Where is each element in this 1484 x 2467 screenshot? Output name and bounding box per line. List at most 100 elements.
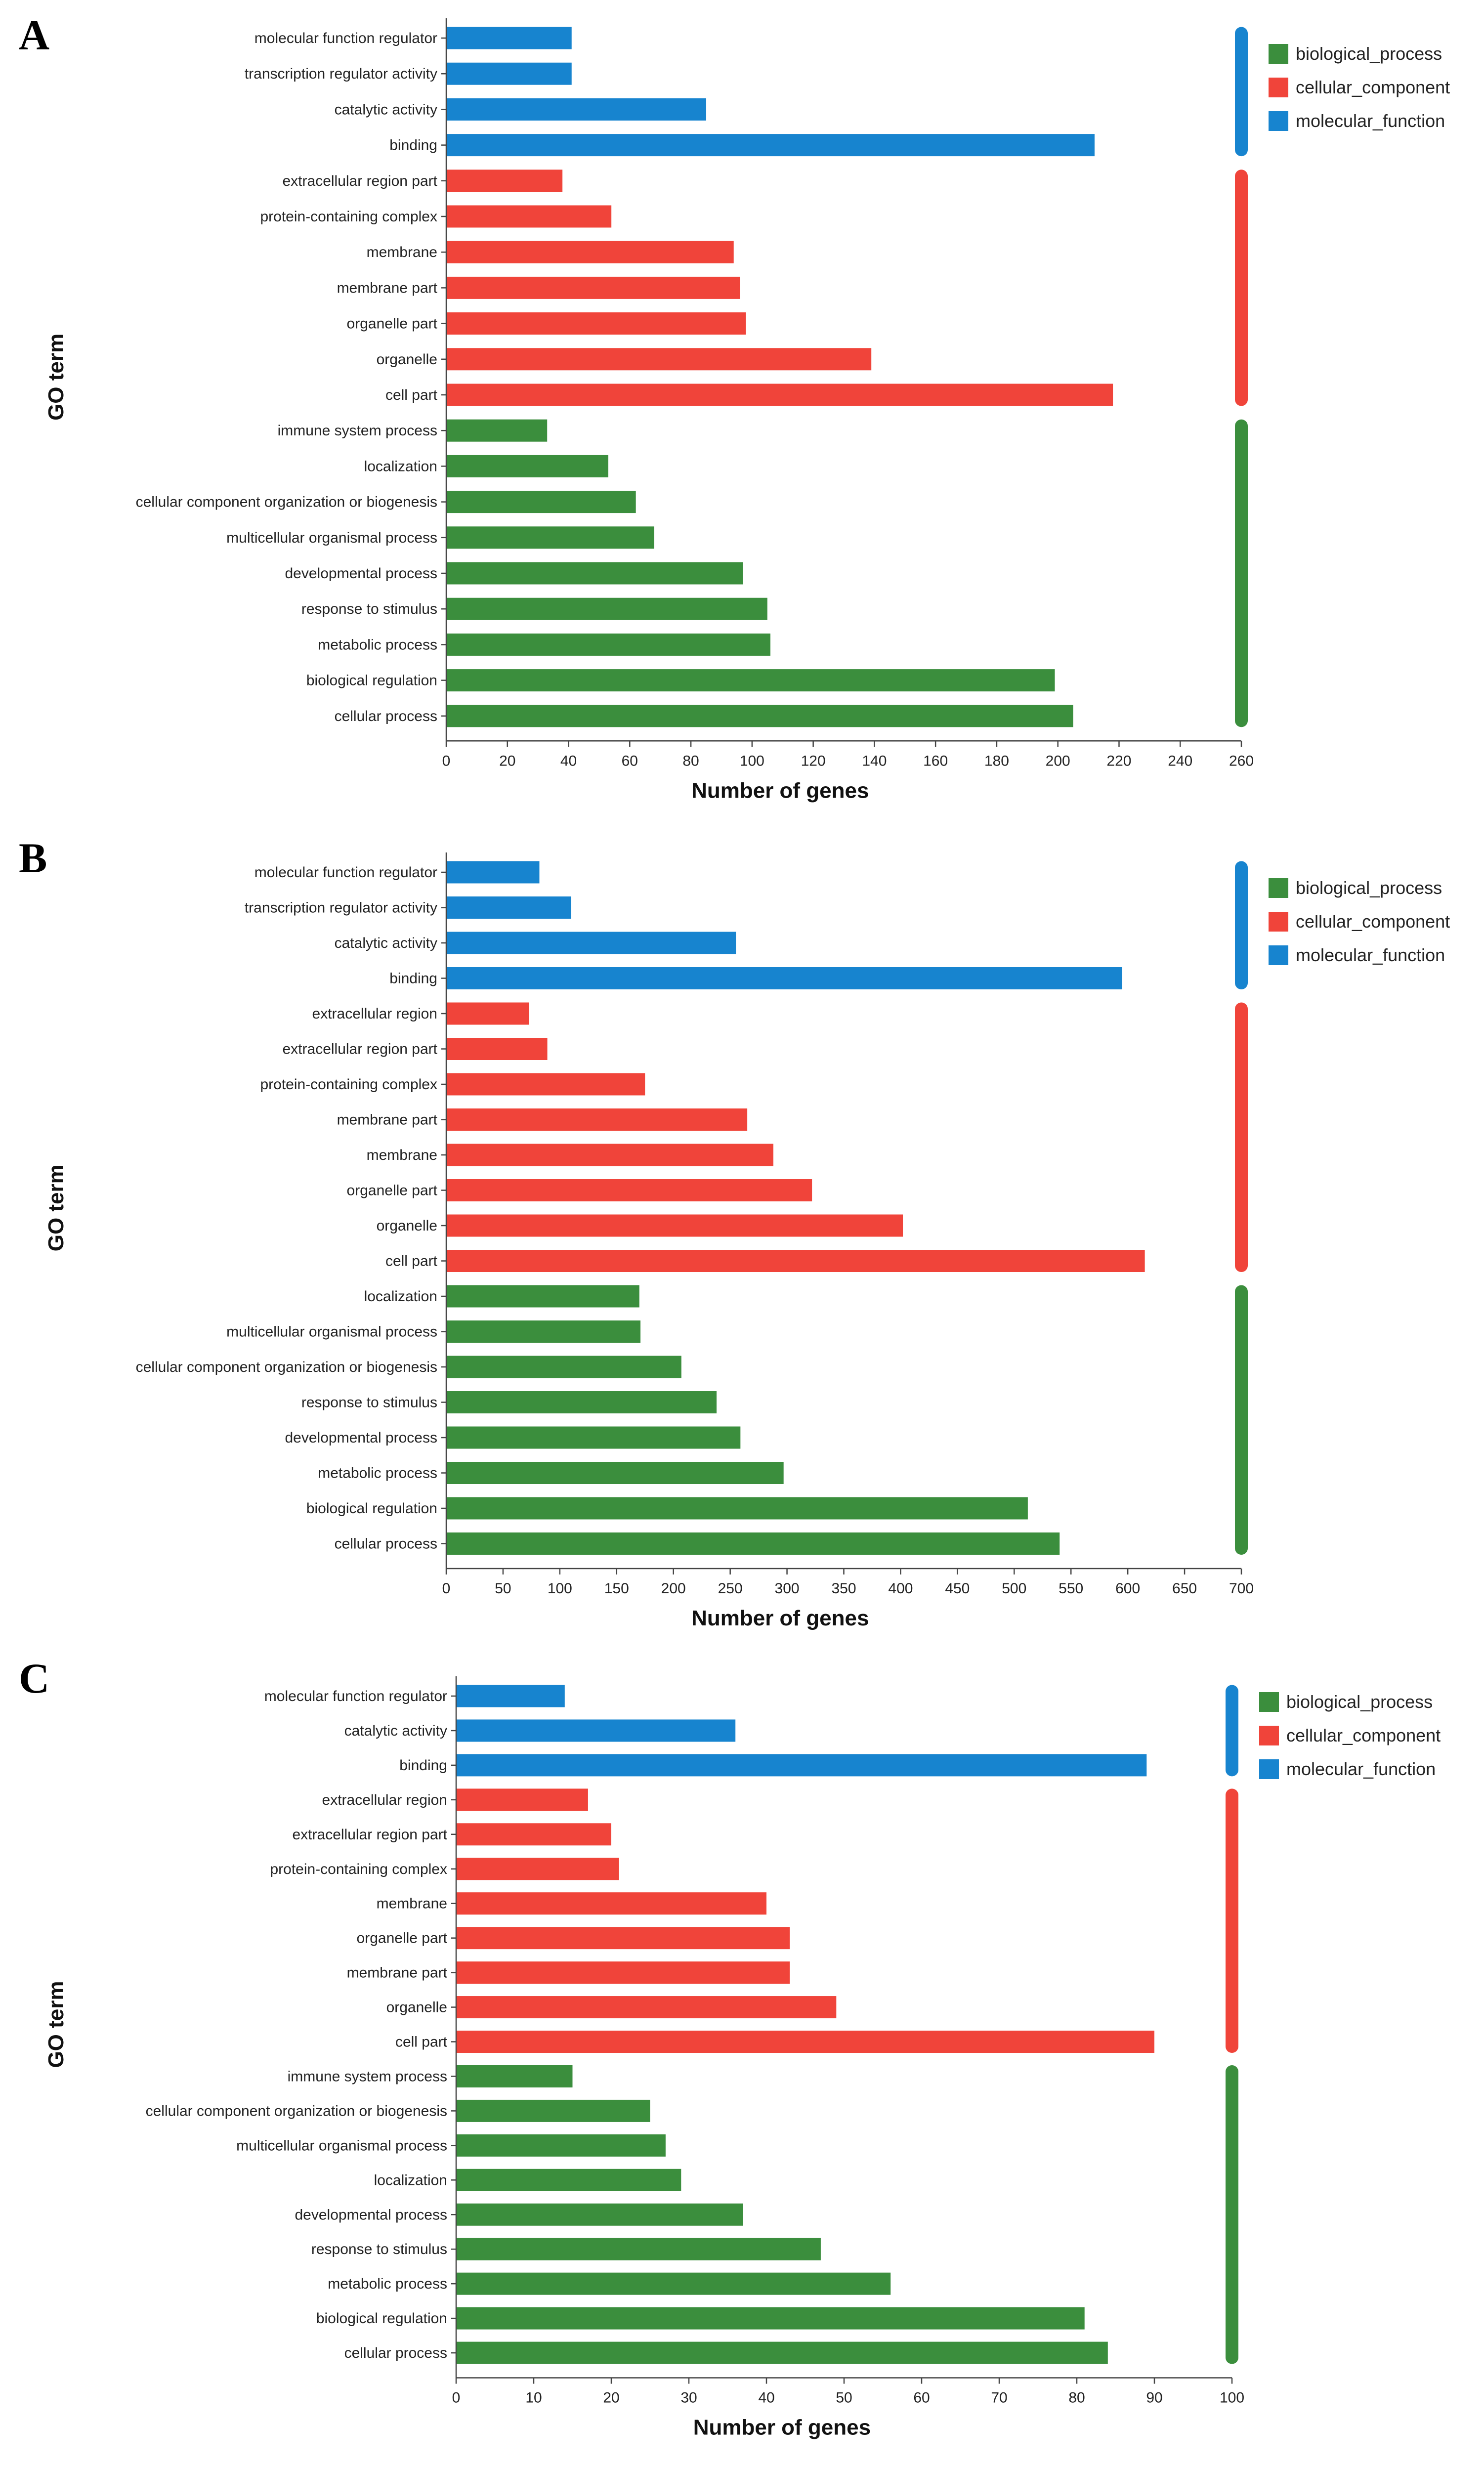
category-label: molecular function regulator xyxy=(254,864,437,881)
category-label: immune system process xyxy=(278,423,437,439)
category-label: biological regulation xyxy=(306,673,437,689)
x-tick-label: 140 xyxy=(862,753,887,769)
bar xyxy=(447,1497,1028,1520)
category-label: developmental process xyxy=(295,2207,447,2223)
bar xyxy=(457,2307,1085,2330)
group-indicator-molecular-function xyxy=(1235,27,1248,157)
x-tick-label: 550 xyxy=(1059,1580,1083,1597)
category-label: metabolic process xyxy=(328,2276,447,2292)
x-tick-label: 80 xyxy=(1068,2390,1085,2406)
x-axis-title: Number of genes xyxy=(691,778,869,803)
x-axis-title: Number of genes xyxy=(691,1606,869,1630)
legend-swatch xyxy=(1259,1692,1279,1712)
bar xyxy=(457,2099,650,2122)
category-label: cell part xyxy=(385,1253,438,1270)
bar xyxy=(457,2031,1154,2053)
bar xyxy=(457,1927,790,1950)
legend-label: molecular_function xyxy=(1296,111,1445,131)
x-tick-label: 10 xyxy=(525,2390,542,2406)
category-label: developmental process xyxy=(285,565,437,582)
category-label: binding xyxy=(399,1757,447,1774)
bar xyxy=(447,1073,645,1096)
legend-swatch xyxy=(1269,78,1288,97)
category-label: response to stimulus xyxy=(301,1395,437,1411)
category-label: organelle part xyxy=(347,316,438,332)
category-label: response to stimulus xyxy=(311,2241,447,2257)
category-label: cellular component organization or bioge… xyxy=(136,494,437,510)
legend-label: cellular_component xyxy=(1296,911,1450,932)
category-label: organelle xyxy=(386,1999,447,2016)
category-label: extracellular region xyxy=(322,1792,447,1808)
bar xyxy=(457,1754,1147,1777)
legend-swatch xyxy=(1259,1726,1279,1745)
x-tick-label: 80 xyxy=(682,753,699,769)
panel-letter: C xyxy=(19,1655,49,1702)
category-label: localization xyxy=(364,1288,437,1305)
category-label: catalytic activity xyxy=(335,935,437,951)
category-label: biological regulation xyxy=(316,2310,447,2327)
category-label: catalytic activity xyxy=(344,1723,447,1739)
bar xyxy=(447,1532,1060,1555)
category-label: organelle xyxy=(377,351,437,368)
x-tick-label: 20 xyxy=(603,2390,619,2406)
x-tick-label: 200 xyxy=(1046,753,1070,769)
bar xyxy=(447,1320,641,1343)
category-label: immune system process xyxy=(288,2068,447,2084)
bar xyxy=(447,861,540,884)
group-indicator-cellular-component xyxy=(1235,170,1248,406)
x-tick-label: 120 xyxy=(801,753,826,769)
legend-label: molecular_function xyxy=(1296,945,1445,965)
group-indicator-biological-process xyxy=(1226,2065,1238,2364)
x-tick-label: 150 xyxy=(604,1580,629,1597)
bar xyxy=(447,419,548,442)
y-axis-title: GO term xyxy=(44,1164,68,1251)
x-tick-label: 200 xyxy=(661,1580,686,1597)
bar xyxy=(447,1108,748,1131)
category-label: extracellular region part xyxy=(283,173,438,189)
bar xyxy=(447,62,572,85)
category-label: membrane xyxy=(377,1896,447,1912)
category-label: extracellular region xyxy=(312,1006,437,1022)
x-tick-label: 70 xyxy=(991,2390,1007,2406)
x-tick-label: 0 xyxy=(442,753,451,769)
bar xyxy=(447,526,654,549)
category-label: organelle part xyxy=(347,1183,438,1199)
category-label: protein-containing complex xyxy=(260,209,437,225)
bar xyxy=(447,170,563,192)
legend-swatch xyxy=(1269,912,1288,932)
bar xyxy=(447,1285,639,1308)
category-label: localization xyxy=(374,2172,447,2188)
bar xyxy=(447,276,740,299)
panel-letter: B xyxy=(19,834,47,882)
bar xyxy=(447,967,1122,989)
bar xyxy=(447,1214,903,1237)
bar xyxy=(447,1426,741,1449)
x-tick-label: 100 xyxy=(548,1580,572,1597)
group-indicator-biological-process xyxy=(1235,419,1248,727)
bar xyxy=(447,312,746,335)
bar xyxy=(447,205,612,228)
bar xyxy=(447,241,734,263)
legend-swatch xyxy=(1259,1759,1279,1779)
group-indicator-biological-process xyxy=(1235,1285,1248,1555)
category-label: membrane part xyxy=(337,280,438,296)
category-label: cellular component organization or bioge… xyxy=(146,2103,447,2119)
x-tick-label: 450 xyxy=(945,1580,970,1597)
legend-label: biological_process xyxy=(1286,1692,1433,1712)
category-label: extracellular region part xyxy=(293,1827,448,1843)
y-axis-title: GO term xyxy=(44,334,68,421)
category-label: cellular process xyxy=(344,2345,447,2361)
category-label: transcription regulator activity xyxy=(245,900,437,916)
group-indicator-cellular-component xyxy=(1235,1002,1248,1272)
bar xyxy=(457,2203,743,2226)
panel-letter: A xyxy=(19,11,49,59)
bar xyxy=(457,1892,766,1915)
x-tick-label: 500 xyxy=(1002,1580,1026,1597)
category-label: cellular process xyxy=(335,1536,437,1552)
x-tick-label: 40 xyxy=(758,2390,774,2406)
category-label: metabolic process xyxy=(318,637,437,653)
x-tick-label: 50 xyxy=(495,1580,511,1597)
bar xyxy=(457,2238,821,2260)
